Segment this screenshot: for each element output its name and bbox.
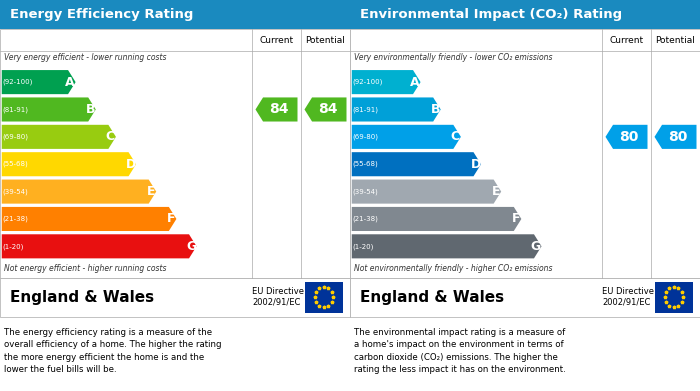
Text: (69-80): (69-80) (3, 134, 29, 140)
Text: England & Wales: England & Wales (360, 290, 505, 305)
Polygon shape (1, 97, 96, 122)
Text: (81-91): (81-91) (3, 106, 29, 113)
Text: Energy Efficiency Rating: Energy Efficiency Rating (10, 8, 194, 21)
Text: Not environmentally friendly - higher CO₂ emissions: Not environmentally friendly - higher CO… (354, 264, 552, 273)
Text: 84: 84 (318, 102, 337, 117)
Text: (1-20): (1-20) (3, 243, 25, 249)
Text: D: D (125, 158, 136, 171)
Text: (39-54): (39-54) (3, 188, 29, 195)
Text: Potential: Potential (306, 36, 345, 45)
Text: England & Wales: England & Wales (10, 290, 155, 305)
Text: 84: 84 (269, 102, 288, 117)
Text: The environmental impact rating is a measure of
a home's impact on the environme: The environmental impact rating is a mea… (354, 328, 566, 374)
Text: Current: Current (260, 36, 293, 45)
Text: Current: Current (610, 36, 643, 45)
Text: (21-38): (21-38) (3, 216, 29, 222)
Polygon shape (351, 207, 522, 231)
FancyBboxPatch shape (304, 282, 343, 313)
Text: The energy efficiency rating is a measure of the
overall efficiency of a home. T: The energy efficiency rating is a measur… (4, 328, 221, 374)
Text: Environmental Impact (CO₂) Rating: Environmental Impact (CO₂) Rating (360, 8, 622, 21)
Text: E: E (491, 185, 500, 198)
Polygon shape (304, 97, 346, 122)
Polygon shape (1, 179, 156, 204)
Text: 80: 80 (619, 130, 638, 144)
Polygon shape (351, 179, 501, 204)
Text: F: F (167, 212, 175, 226)
Text: Very energy efficient - lower running costs: Very energy efficient - lower running co… (4, 53, 166, 62)
Text: (21-38): (21-38) (353, 216, 379, 222)
Polygon shape (1, 125, 116, 149)
Polygon shape (1, 152, 136, 176)
Polygon shape (351, 70, 421, 94)
Polygon shape (256, 97, 298, 122)
Text: (55-68): (55-68) (3, 161, 29, 167)
Text: Not energy efficient - higher running costs: Not energy efficient - higher running co… (4, 264, 166, 273)
Text: C: C (451, 130, 460, 143)
Text: (39-54): (39-54) (353, 188, 379, 195)
Polygon shape (351, 97, 441, 122)
Text: (92-100): (92-100) (353, 79, 383, 85)
FancyBboxPatch shape (350, 0, 700, 29)
Text: (55-68): (55-68) (353, 161, 379, 167)
Text: D: D (470, 158, 481, 171)
Polygon shape (654, 125, 696, 149)
FancyBboxPatch shape (0, 0, 350, 29)
Text: E: E (146, 185, 155, 198)
Text: C: C (106, 130, 115, 143)
Text: EU Directive
2002/91/EC: EU Directive 2002/91/EC (252, 287, 304, 307)
Text: EU Directive
2002/91/EC: EU Directive 2002/91/EC (602, 287, 654, 307)
Text: 80: 80 (668, 130, 687, 144)
Text: B: B (85, 103, 95, 116)
Polygon shape (351, 125, 461, 149)
FancyBboxPatch shape (0, 278, 350, 317)
Text: Very environmentally friendly - lower CO₂ emissions: Very environmentally friendly - lower CO… (354, 53, 552, 62)
Text: G: G (531, 240, 541, 253)
Polygon shape (351, 234, 542, 258)
Text: A: A (65, 75, 75, 89)
Polygon shape (1, 234, 197, 258)
Text: (69-80): (69-80) (353, 134, 379, 140)
Text: A: A (410, 75, 420, 89)
Text: (92-100): (92-100) (3, 79, 33, 85)
Text: G: G (186, 240, 196, 253)
FancyBboxPatch shape (654, 282, 693, 313)
Text: F: F (512, 212, 520, 226)
Polygon shape (351, 152, 481, 176)
Text: B: B (430, 103, 440, 116)
Polygon shape (1, 207, 176, 231)
FancyBboxPatch shape (350, 278, 700, 317)
FancyBboxPatch shape (350, 29, 700, 278)
Text: (1-20): (1-20) (353, 243, 375, 249)
Polygon shape (1, 70, 76, 94)
Polygon shape (606, 125, 648, 149)
FancyBboxPatch shape (0, 29, 350, 278)
Text: Potential: Potential (656, 36, 695, 45)
Text: (81-91): (81-91) (353, 106, 379, 113)
